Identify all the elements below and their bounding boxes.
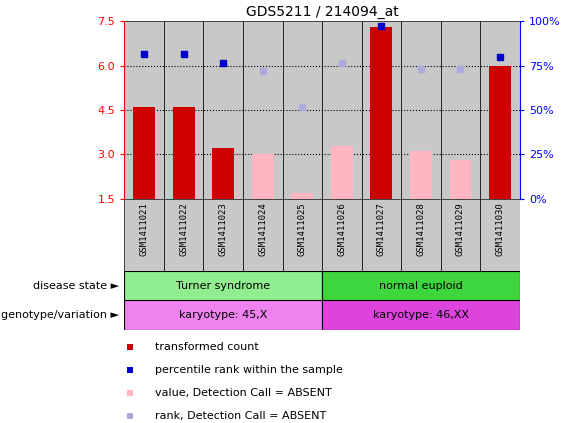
Bar bbox=[124, 300, 322, 330]
Bar bbox=[124, 271, 322, 300]
Text: GSM1411026: GSM1411026 bbox=[337, 203, 346, 256]
Bar bbox=[282, 21, 322, 199]
Text: GSM1411028: GSM1411028 bbox=[416, 203, 425, 256]
Text: GSM1411023: GSM1411023 bbox=[219, 203, 228, 256]
Bar bbox=[203, 21, 243, 199]
Text: normal euploid: normal euploid bbox=[379, 280, 463, 291]
Bar bbox=[243, 21, 282, 199]
Text: GSM1411027: GSM1411027 bbox=[377, 203, 386, 256]
Bar bbox=[441, 199, 480, 271]
Text: karyotype: 46,XX: karyotype: 46,XX bbox=[373, 310, 469, 320]
Bar bbox=[173, 107, 194, 199]
Bar bbox=[441, 21, 480, 199]
Text: GSM1411021: GSM1411021 bbox=[140, 203, 149, 256]
Bar bbox=[450, 160, 471, 199]
Bar bbox=[371, 27, 392, 199]
Bar bbox=[203, 199, 243, 271]
Bar bbox=[133, 107, 155, 199]
Bar bbox=[124, 199, 164, 271]
Bar bbox=[164, 21, 203, 199]
Text: value, Detection Call = ABSENT: value, Detection Call = ABSENT bbox=[155, 388, 332, 398]
Bar bbox=[164, 199, 203, 271]
Text: GSM1411025: GSM1411025 bbox=[298, 203, 307, 256]
Title: GDS5211 / 214094_at: GDS5211 / 214094_at bbox=[246, 5, 398, 19]
Bar bbox=[282, 199, 322, 271]
Text: GSM1411024: GSM1411024 bbox=[258, 203, 267, 256]
Bar bbox=[489, 66, 511, 199]
Bar bbox=[124, 21, 164, 199]
Bar bbox=[362, 21, 401, 199]
Text: disease state ►: disease state ► bbox=[33, 280, 119, 291]
Bar bbox=[322, 271, 520, 300]
Bar bbox=[212, 148, 234, 199]
Bar bbox=[401, 21, 441, 199]
Text: rank, Detection Call = ABSENT: rank, Detection Call = ABSENT bbox=[155, 412, 327, 421]
Text: percentile rank within the sample: percentile rank within the sample bbox=[155, 365, 344, 375]
Text: genotype/variation ►: genotype/variation ► bbox=[1, 310, 119, 320]
Bar bbox=[331, 146, 353, 199]
Bar bbox=[322, 21, 362, 199]
Bar bbox=[243, 199, 282, 271]
Text: karyotype: 45,X: karyotype: 45,X bbox=[179, 310, 267, 320]
Bar bbox=[292, 193, 313, 199]
Bar bbox=[322, 199, 362, 271]
Text: GSM1411029: GSM1411029 bbox=[456, 203, 465, 256]
Text: GSM1411022: GSM1411022 bbox=[179, 203, 188, 256]
Bar bbox=[252, 154, 273, 199]
Text: GSM1411030: GSM1411030 bbox=[496, 203, 505, 256]
Text: Turner syndrome: Turner syndrome bbox=[176, 280, 270, 291]
Bar bbox=[322, 300, 520, 330]
Bar bbox=[401, 199, 441, 271]
Text: transformed count: transformed count bbox=[155, 342, 259, 352]
Bar bbox=[480, 21, 520, 199]
Bar bbox=[410, 151, 432, 199]
Bar bbox=[480, 199, 520, 271]
Bar bbox=[362, 199, 401, 271]
